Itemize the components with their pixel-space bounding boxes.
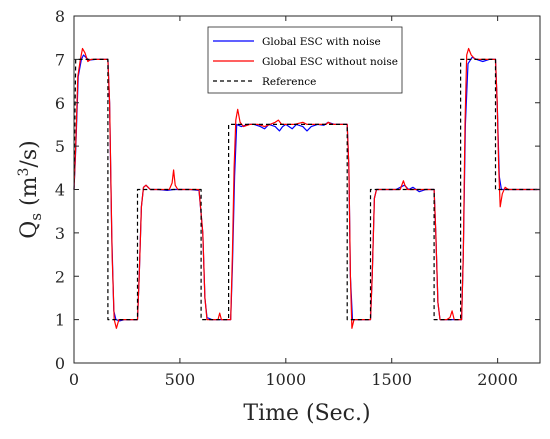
y-axis-label: Qs (m3/s) [16,140,45,238]
y-tick-label: 4 [55,181,65,200]
x-axis-label: Time (Sec.) [243,401,370,426]
legend-box [207,26,403,94]
x-tick-label: 500 [165,370,196,389]
legend-label: Global ESC with noise [262,36,381,48]
x-tick-label: 0 [69,370,79,389]
y-tick-label: 6 [55,94,65,113]
y-tick-label: 5 [55,137,65,156]
legend-label: Global ESC without noise [262,56,398,68]
x-tick-label: 1000 [265,370,306,389]
y-axis-label-unit-superscript: 3 [16,168,32,177]
y-tick-label: 2 [55,267,65,286]
series-line-3 [73,58,540,321]
legend: Global ESC with noise Global ESC without … [207,26,403,94]
y-axis-label-unit: (m [17,176,42,213]
y-axis-label-base: Q [17,221,42,239]
y-axis-label-subscript: s [27,213,45,221]
y-tick-label: 1 [55,311,65,330]
series-layer [73,47,540,329]
x-axis-ticks: 0 500 1000 1500 2000 [69,16,518,389]
legend-label: Reference [262,76,316,88]
y-tick-label: 3 [55,224,65,243]
legend-items: Global ESC with noise Global ESC without … [213,36,398,88]
y-tick-label: 8 [55,7,65,26]
x-tick-label: 1500 [371,370,412,389]
x-tick-label: 2000 [477,370,518,389]
y-tick-label: 7 [55,50,65,69]
y-tick-label: 0 [55,354,65,373]
y-axis-label-unit-end: /s) [17,140,42,167]
y-axis-ticks: 0 1 2 3 4 5 6 7 8 [55,7,540,373]
